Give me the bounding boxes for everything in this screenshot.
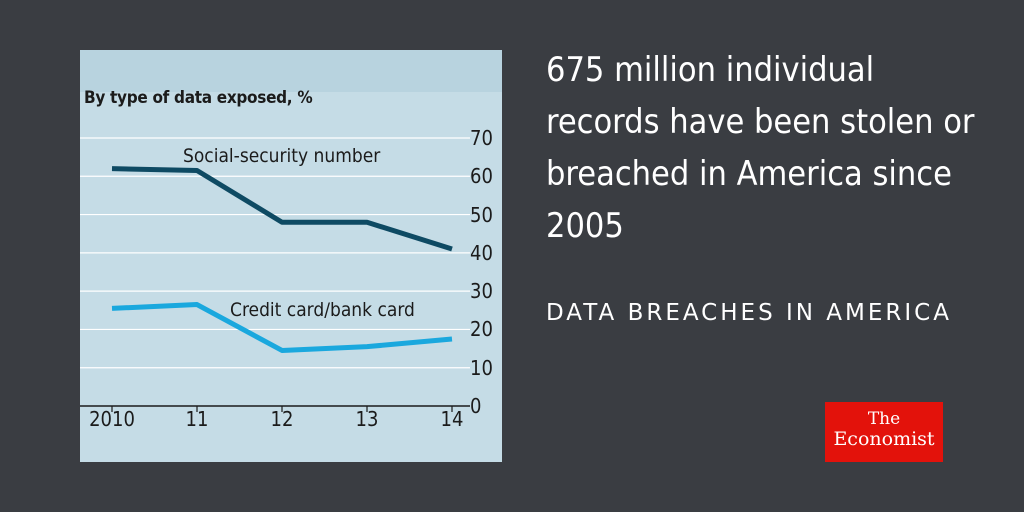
economist-logo: The Economist bbox=[825, 402, 943, 462]
series-line-social-security bbox=[111, 166, 453, 252]
y-tick-label: 40 bbox=[470, 240, 493, 265]
series-line-credit-card bbox=[111, 302, 453, 353]
x-tick-label: 13 bbox=[355, 407, 379, 431]
y-tick-label: 10 bbox=[470, 355, 493, 380]
y-tick-label: 20 bbox=[470, 317, 493, 342]
chart-panel: By type of data exposed, % 70 60 50 40 30 20 1… bbox=[80, 50, 502, 462]
y-tick-label: 30 bbox=[470, 279, 493, 304]
y-tick-label: 50 bbox=[470, 202, 493, 227]
x-tick-label: 12 bbox=[270, 407, 294, 431]
y-tick-label: 60 bbox=[470, 164, 493, 189]
section-kicker: DATA BREACHES IN AMERICA bbox=[546, 300, 952, 326]
line-chart bbox=[80, 50, 502, 412]
logo-line-the: The bbox=[867, 409, 901, 429]
x-tick-label: 11 bbox=[185, 407, 209, 431]
chart-subtitle: By type of data exposed, % bbox=[84, 88, 313, 108]
logo-line-economist: Economist bbox=[833, 428, 935, 450]
x-tick-label: 14 bbox=[440, 407, 464, 431]
headline: 675 million individual records have been… bbox=[546, 50, 975, 246]
y-tick-label: 0 bbox=[470, 394, 482, 418]
series-label-credit-card: Credit card/bank card bbox=[230, 299, 415, 321]
x-tick-label: 2010 bbox=[89, 407, 135, 431]
y-tick-label: 70 bbox=[470, 126, 493, 150]
series-label-social-security: Social-security number bbox=[183, 145, 381, 167]
header-strip bbox=[80, 50, 502, 92]
